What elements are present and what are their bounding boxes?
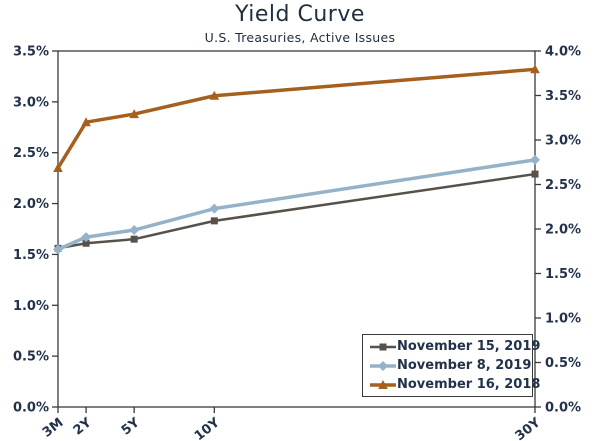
right-axis-tick-label: 0.5% — [545, 356, 581, 371]
left-axis-tick-label: 0.5% — [13, 350, 49, 365]
data-point-marker — [53, 162, 63, 172]
left-axis-tick-label: 1.5% — [13, 248, 49, 263]
data-point-marker — [81, 117, 91, 127]
x-axis-tick-label: 30Y — [513, 415, 544, 441]
data-point-marker — [530, 154, 540, 165]
right-axis-tick-label: 3.5% — [545, 89, 581, 104]
left-axis-tick-label: 3.0% — [13, 95, 49, 110]
legend: November 15, 2019 November 8, 2019 Novembe… — [362, 334, 540, 397]
x-axis-tick-label: 10Y — [192, 415, 223, 441]
legend-item: November 8, 2019 — [370, 356, 532, 375]
legend-item: November 15, 2019 — [370, 337, 540, 356]
x-axis-tick-label: 3M — [40, 415, 67, 440]
legend-label: November 8, 2019 — [397, 358, 532, 373]
chart-subtitle: U.S. Treasuries, Active Issues — [204, 30, 396, 45]
chart-title: Yield Curve — [235, 2, 365, 27]
right-axis-tick-label: 0.0% — [545, 401, 581, 416]
legend-label: November 16, 2018 — [397, 377, 541, 392]
left-axis-tick-label: 1.0% — [13, 299, 49, 314]
data-point-marker — [531, 170, 539, 178]
right-axis-tick-label: 1.0% — [545, 312, 581, 327]
x-axis-tick-label: 5Y — [119, 415, 143, 439]
data-point-marker — [210, 217, 218, 225]
left-axis-tick-label: 2.0% — [13, 197, 49, 212]
data-point-marker — [81, 232, 92, 243]
data-point-marker — [129, 109, 139, 119]
legend-marker-icon — [370, 343, 396, 350]
data-point-marker — [530, 64, 540, 74]
right-axis-tick-label: 2.0% — [545, 223, 581, 238]
data-point-marker — [209, 203, 220, 214]
data-point-marker — [129, 225, 140, 236]
right-axis-tick-label: 4.0% — [545, 45, 581, 60]
data-point-marker — [209, 90, 220, 100]
left-axis-tick-label: 0.0% — [13, 401, 49, 416]
legend-marker-icon — [370, 379, 396, 389]
legend-label: November 15, 2019 — [397, 339, 541, 354]
data-point-marker — [130, 235, 138, 243]
right-axis-tick-label: 2.5% — [545, 178, 581, 193]
legend-item: November 16, 2018 — [370, 375, 540, 394]
data-point-marker — [82, 239, 90, 247]
x-axis-tick-label: 2Y — [71, 415, 95, 439]
left-axis-tick-label: 3.5% — [13, 45, 49, 60]
right-axis-tick-label: 3.0% — [545, 134, 581, 149]
right-axis-tick-label: 1.5% — [545, 267, 581, 282]
legend-marker-icon — [370, 360, 396, 371]
chart-header: Yield Curve U.S. Treasuries, Active Issu… — [0, 2, 600, 45]
data-point-marker — [53, 244, 63, 255]
left-axis-tick-label: 2.5% — [13, 146, 49, 161]
